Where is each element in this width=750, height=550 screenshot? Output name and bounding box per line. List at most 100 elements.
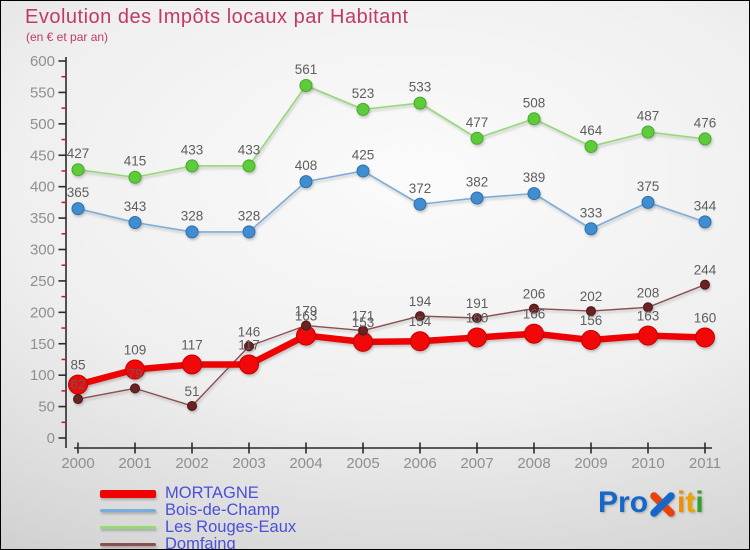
legend-item: Bois-de-Champ bbox=[100, 502, 296, 519]
y-tick-label: 550 bbox=[30, 84, 55, 101]
legend-item: MORTAGNE bbox=[100, 485, 296, 502]
value-label: 343 bbox=[124, 199, 147, 214]
value-label: 244 bbox=[694, 263, 717, 278]
value-label: 160 bbox=[694, 310, 717, 325]
data-point bbox=[638, 325, 658, 346]
y-tick-label: 50 bbox=[38, 399, 55, 416]
value-label: 477 bbox=[466, 115, 489, 130]
page-title: Evolution des Impôts locaux par Habitant bbox=[25, 6, 409, 28]
x-tick-label: 2003 bbox=[232, 455, 265, 472]
value-labels-les-rouges-eaux: 427 415 433 433 561 523 533 477 508 464 487 476 bbox=[67, 62, 717, 169]
legend-item: Domfaing bbox=[100, 536, 296, 549]
value-label: 117 bbox=[181, 337, 203, 352]
data-point bbox=[71, 163, 85, 177]
value-label: 117 bbox=[238, 337, 260, 352]
y-tick-label: 400 bbox=[30, 179, 55, 196]
value-label: 202 bbox=[580, 289, 603, 304]
value-label: 389 bbox=[523, 170, 546, 185]
value-label: 375 bbox=[637, 179, 660, 194]
x-tick-label: 2004 bbox=[289, 455, 322, 472]
data-point bbox=[125, 359, 145, 380]
data-point bbox=[470, 191, 484, 205]
x-tick-label: 2006 bbox=[403, 455, 436, 472]
data-point bbox=[584, 222, 598, 236]
data-point bbox=[130, 383, 140, 394]
value-label: 433 bbox=[181, 142, 204, 157]
data-point bbox=[415, 311, 425, 322]
logo-letter: r bbox=[618, 486, 630, 519]
value-label: 163 bbox=[637, 309, 660, 324]
y-tick-label: 600 bbox=[30, 53, 55, 70]
data-point bbox=[413, 197, 427, 211]
legend-swatch bbox=[100, 543, 156, 546]
y-tick-label: 150 bbox=[30, 336, 55, 353]
value-label: 365 bbox=[67, 185, 90, 200]
value-label: 561 bbox=[295, 62, 318, 77]
logo-letter: P bbox=[598, 486, 619, 519]
x-tick-label: 2010 bbox=[631, 455, 664, 472]
series-line-mortagne bbox=[74, 330, 709, 388]
axes: 0 50 100 150 200 250 300 350 400 450 500 550 600 2000… bbox=[30, 53, 721, 472]
value-label: 508 bbox=[523, 95, 546, 110]
value-label: 166 bbox=[523, 307, 546, 322]
value-label: 163 bbox=[295, 309, 318, 324]
data-point bbox=[185, 159, 199, 173]
value-label: 208 bbox=[637, 285, 660, 300]
logo-letter: t bbox=[685, 486, 696, 519]
data-point bbox=[529, 303, 539, 314]
value-label: 160 bbox=[466, 310, 489, 325]
series-line-domfaing bbox=[77, 283, 706, 407]
legend-label: MORTAGNE bbox=[165, 484, 259, 503]
data-point bbox=[641, 125, 655, 139]
data-point bbox=[643, 302, 653, 313]
data-point bbox=[301, 320, 311, 331]
legend-swatch bbox=[100, 526, 156, 529]
data-point bbox=[527, 187, 541, 201]
data-point bbox=[467, 327, 487, 348]
value-label: 79 bbox=[127, 366, 142, 381]
value-label: 62 bbox=[70, 377, 85, 392]
value-labels-domfaing: 62 79 51 146 179 171 194 191 206 202 208 244 bbox=[70, 263, 716, 399]
series-line-bois-de-champ bbox=[77, 170, 706, 233]
value-label: 408 bbox=[295, 158, 318, 173]
value-label: 333 bbox=[580, 205, 603, 220]
data-point bbox=[242, 159, 256, 173]
data-point bbox=[698, 132, 712, 146]
value-label: 464 bbox=[580, 123, 603, 138]
data-point bbox=[299, 175, 313, 189]
y-tick-label: 200 bbox=[30, 304, 55, 321]
logo-letter: o bbox=[629, 486, 649, 519]
series-line-les-rouges-eaux bbox=[77, 84, 706, 179]
data-point bbox=[358, 325, 368, 336]
data-point bbox=[524, 323, 544, 344]
data-point bbox=[182, 354, 202, 375]
value-label: 533 bbox=[409, 80, 432, 95]
data-point bbox=[472, 312, 482, 323]
value-label: 382 bbox=[466, 174, 489, 189]
x-tick-label: 2002 bbox=[175, 455, 208, 472]
page-subtitle: (en € et par an) bbox=[26, 30, 109, 44]
value-label: 476 bbox=[694, 115, 717, 130]
x-tick-label: 2001 bbox=[118, 455, 151, 472]
legend-swatch bbox=[100, 489, 156, 498]
legend-item: Les Rouges-Eaux bbox=[100, 519, 296, 536]
value-label: 154 bbox=[409, 314, 432, 329]
value-label: 372 bbox=[409, 181, 432, 196]
value-label: 425 bbox=[352, 147, 375, 162]
value-label: 179 bbox=[295, 304, 318, 319]
data-point bbox=[695, 327, 715, 348]
data-point bbox=[71, 202, 85, 216]
legend-swatch bbox=[100, 509, 156, 512]
value-label: 344 bbox=[694, 198, 717, 213]
value-labels-bois-de-champ: 365 343 328 328 408 425 372 382 389 333 375 344 bbox=[67, 147, 717, 223]
y-tick-label: 100 bbox=[30, 367, 55, 384]
value-label: 415 bbox=[124, 154, 147, 169]
value-label: 171 bbox=[352, 309, 375, 324]
value-labels-mortagne: 85 109 117 117 163 153 154 160 166 156 163 160 bbox=[70, 307, 716, 373]
data-point bbox=[581, 329, 601, 350]
chart-header: Evolution des Impôts locaux par Habitant… bbox=[25, 6, 409, 44]
data-point bbox=[641, 195, 655, 209]
x-tick-label: 2009 bbox=[574, 455, 607, 472]
data-point bbox=[584, 139, 598, 153]
